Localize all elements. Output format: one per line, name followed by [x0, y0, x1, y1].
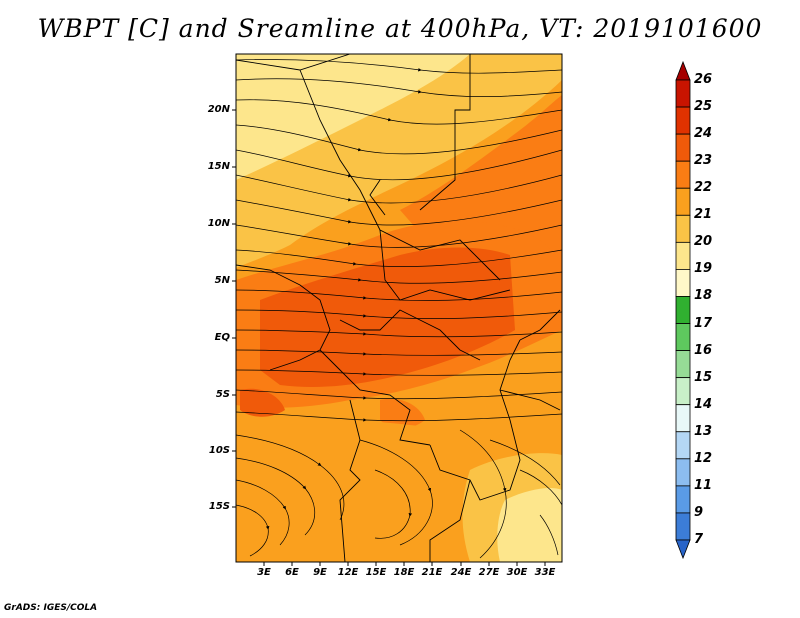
- streamlines: [236, 59, 562, 559]
- lat-label: EQ: [214, 332, 230, 343]
- colorbar: [675, 60, 691, 560]
- colorbar-label: 14: [694, 396, 713, 412]
- lat-label: 15N: [207, 161, 230, 172]
- wbpt-field: [236, 54, 562, 562]
- map-frame: [235, 53, 563, 563]
- colorbar-label: 7: [694, 532, 704, 547]
- colorbar-label: 16: [694, 342, 713, 358]
- lat-label: 20N: [207, 104, 230, 115]
- colorbar-swatch: [675, 79, 691, 108]
- colorbar-label: 22: [694, 180, 713, 196]
- colorbar-label: 26: [694, 72, 713, 87]
- lat-label: 15S: [208, 501, 230, 512]
- lat-label: 5N: [214, 275, 230, 286]
- colorbar-label: 24: [694, 126, 713, 142]
- colorbar-top-arrow: [675, 60, 691, 81]
- colorbar-swatch: [675, 458, 691, 487]
- credit-label: GrADS: IGES/COLA: [4, 603, 98, 613]
- lon-label: 21E: [421, 567, 443, 578]
- lon-label: 30E: [506, 567, 528, 578]
- colorbar-swatch: [675, 269, 691, 297]
- colorbar-swatch: [675, 187, 691, 216]
- colorbar-label: 9: [694, 504, 704, 520]
- lon-label: 15E: [365, 567, 387, 578]
- lon-label: 24E: [450, 567, 472, 578]
- colorbar-swatch: [675, 350, 691, 379]
- colorbar-swatch: [675, 485, 691, 514]
- colorbar-swatch: [675, 431, 691, 460]
- colorbar-swatch: [675, 323, 691, 351]
- lat-label: 10S: [208, 445, 230, 456]
- colorbar-label: 12: [694, 450, 713, 466]
- colorbar-label: 23: [694, 153, 713, 169]
- lat-label: 10N: [207, 218, 230, 229]
- lon-label: 27E: [478, 567, 500, 578]
- map-title: WBPT [C] and Sreamline at 400hPa, VT: 20…: [37, 14, 763, 43]
- colorbar-swatch: [675, 404, 691, 433]
- lon-label: 12E: [337, 567, 359, 578]
- colorbar-label: 11: [694, 477, 713, 493]
- lon-label: 33E: [534, 567, 556, 578]
- lon-label: 18E: [393, 567, 415, 578]
- colorbar-swatch: [675, 377, 691, 406]
- colorbar-swatch: [675, 512, 691, 541]
- colorbar-bottom-arrow: [675, 539, 691, 560]
- colorbar-swatch: [675, 241, 691, 270]
- colorbar-label: 15: [694, 369, 713, 385]
- colorbar-swatch: [675, 296, 691, 324]
- colorbar-swatch: [675, 214, 691, 243]
- colorbar-label: 20: [694, 234, 713, 250]
- colorbar-label: 18: [694, 288, 713, 304]
- colorbar-label: 17: [694, 315, 713, 331]
- country-borders: [236, 54, 561, 562]
- colorbar-label: 19: [694, 261, 713, 277]
- colorbar-swatch: [675, 106, 691, 135]
- colorbar-swatch: [675, 160, 691, 189]
- colorbar-label: 21: [694, 207, 713, 223]
- lon-label: 9E: [313, 567, 327, 578]
- colorbar-label: 13: [694, 423, 713, 439]
- lon-label: 6E: [285, 567, 299, 578]
- lon-label: 3E: [257, 567, 271, 578]
- lat-label: 5S: [215, 389, 230, 400]
- colorbar-label: 25: [694, 99, 713, 115]
- colorbar-swatch: [675, 133, 691, 162]
